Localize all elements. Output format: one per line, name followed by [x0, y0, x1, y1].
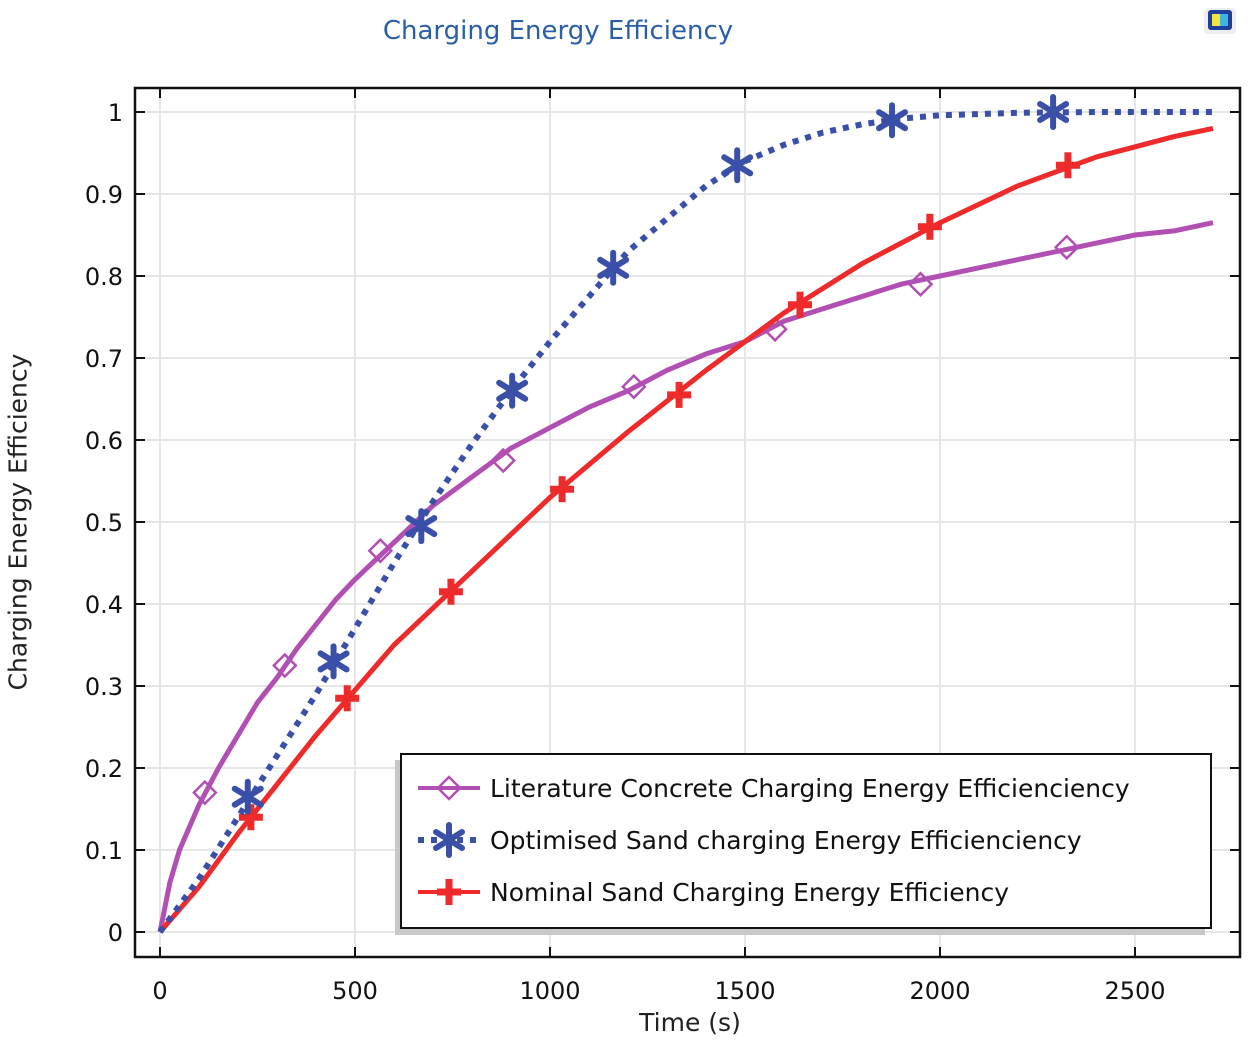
- x-tick-label: 2500: [1104, 977, 1165, 1005]
- legend-marker: [433, 822, 465, 858]
- y-tick-label: 0.8: [85, 263, 123, 291]
- series-line: [157, 220, 1214, 933]
- data-point: [367, 537, 394, 564]
- data-point: [667, 381, 692, 408]
- data-point: [597, 249, 630, 286]
- data-point: [1053, 234, 1080, 261]
- y-tick-label: 0.9: [85, 181, 123, 209]
- data-point: [1055, 152, 1080, 179]
- data-point: [721, 147, 754, 184]
- data-point: [317, 643, 350, 680]
- marker-stroke: [405, 515, 438, 538]
- y-tick-label: 0.6: [85, 427, 123, 455]
- x-tick-label: 500: [332, 977, 378, 1005]
- y-tick-label: 0.1: [85, 837, 123, 865]
- x-tick-label: 1500: [714, 977, 775, 1005]
- data-point: [787, 291, 812, 318]
- marker-stroke: [433, 829, 465, 851]
- legend-entry: Optimised Sand charging Energy Efficienc…: [490, 826, 1082, 855]
- data-point: [550, 476, 575, 503]
- data-point: [272, 652, 298, 679]
- x-tick-label: 2000: [909, 977, 970, 1005]
- legend-marker: [437, 879, 461, 905]
- y-tick-label: 0.3: [85, 673, 123, 701]
- data-point: [496, 372, 529, 409]
- app-window-icon[interactable]: [1200, 4, 1240, 40]
- data-point: [490, 447, 516, 474]
- data-point: [917, 213, 942, 240]
- data-point: [335, 685, 360, 712]
- data-point: [238, 804, 263, 831]
- data-point: [621, 373, 647, 400]
- data-point: [438, 578, 463, 605]
- data-point: [192, 779, 218, 806]
- y-tick-label: 0.4: [85, 591, 123, 619]
- marker-stroke: [876, 109, 909, 132]
- y-tick-label: 0.2: [85, 755, 123, 783]
- y-tick-label: 0.7: [85, 345, 123, 373]
- data-point: [876, 102, 909, 139]
- x-tick-label: 0: [152, 977, 167, 1005]
- data-point: [231, 778, 264, 815]
- y-tick-label: 1: [108, 99, 123, 127]
- data-point: [907, 271, 934, 297]
- chart-title: Charging Energy Efficiency: [382, 16, 734, 46]
- data-point: [405, 508, 438, 545]
- legend-entry: Literature Concrete Charging Energy Effi…: [490, 774, 1130, 803]
- series-line: [158, 125, 1214, 934]
- legend-marker: [436, 775, 462, 801]
- marker-stroke: [1037, 101, 1070, 123]
- legend: [400, 753, 1212, 929]
- y-tick-label: 0.5: [85, 509, 123, 537]
- legend-entry: Nominal Sand Charging Energy Efficiency: [490, 878, 1009, 907]
- data-point: [1037, 94, 1070, 130]
- marker-stroke: [317, 650, 350, 673]
- marker-stroke: [721, 154, 754, 177]
- marker-stroke: [231, 785, 264, 808]
- y-tick-label: 0: [108, 919, 123, 947]
- marker-stroke: [597, 256, 630, 279]
- marker-stroke: [496, 379, 529, 402]
- x-axis-label: Time (s): [639, 1008, 741, 1037]
- x-tick-label: 1000: [519, 977, 580, 1005]
